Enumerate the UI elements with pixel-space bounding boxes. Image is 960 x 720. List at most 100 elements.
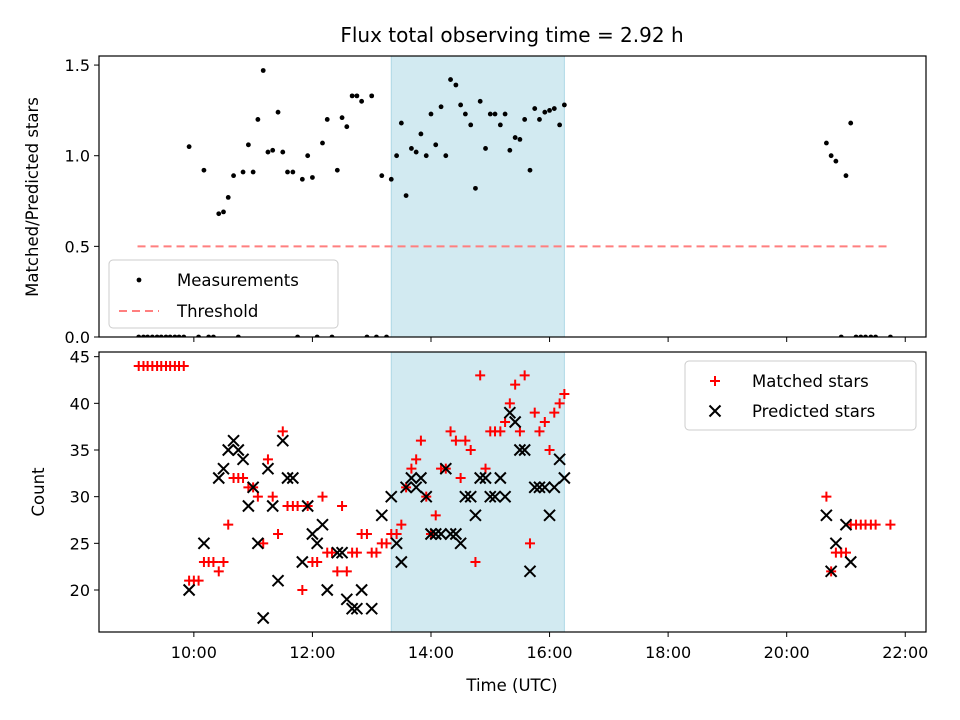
data-point	[265, 149, 271, 155]
data-point	[533, 481, 546, 494]
data-point	[273, 529, 284, 539]
data-point	[324, 117, 330, 122]
data-point	[488, 490, 502, 503]
data-point	[469, 509, 482, 522]
legend-marker-matched	[710, 376, 720, 386]
y-tick-label: 25	[70, 534, 90, 553]
x-tick-label: 14:00	[408, 643, 454, 662]
data-point	[492, 111, 498, 117]
x-tick-label: 10:00	[171, 643, 217, 662]
data-point	[238, 473, 249, 483]
x-tick-label: 20:00	[764, 643, 810, 662]
y-tick-label: 35	[70, 441, 90, 460]
data-point	[413, 149, 419, 155]
data-point	[458, 102, 464, 108]
y-tick-label: 30	[70, 488, 90, 507]
data-point	[418, 131, 424, 137]
data-point	[255, 117, 261, 122]
legend-marker-measurements	[136, 277, 142, 283]
data-point	[217, 462, 230, 475]
data-point	[365, 602, 378, 615]
data-point	[390, 537, 403, 550]
data-point	[885, 519, 896, 530]
data-point	[261, 462, 275, 475]
data-point	[548, 481, 561, 494]
data-point	[178, 361, 189, 371]
data-point	[524, 538, 535, 549]
data-point	[470, 557, 481, 567]
data-point	[371, 547, 382, 558]
bottom-series-predicted-stars	[182, 406, 857, 625]
data-point	[186, 144, 192, 150]
bottom-y-tick: 45	[70, 348, 99, 367]
data-point	[543, 509, 556, 522]
data-point	[286, 471, 300, 485]
data-point	[225, 195, 231, 200]
data-point	[487, 111, 493, 117]
y-tick-label: 1.5	[65, 56, 90, 75]
data-point	[473, 185, 478, 191]
data-point	[349, 93, 355, 99]
data-point	[344, 124, 350, 130]
data-point	[824, 140, 829, 146]
data-point	[527, 167, 533, 173]
data-point	[513, 443, 527, 457]
data-point	[460, 435, 471, 446]
data-point	[275, 109, 281, 115]
data-point	[375, 509, 388, 522]
data-point	[503, 406, 517, 419]
legend-label: Threshold	[176, 302, 258, 321]
data-point	[361, 529, 372, 539]
data-point	[212, 471, 225, 485]
data-point	[549, 407, 560, 418]
data-point	[429, 527, 442, 541]
data-point	[221, 209, 226, 215]
data-point	[843, 173, 849, 179]
data-point	[534, 426, 545, 437]
data-point	[299, 176, 305, 182]
data-point	[480, 463, 491, 474]
data-point	[395, 555, 408, 569]
data-point	[483, 146, 488, 151]
bottom-x-tick: 14:00	[408, 632, 454, 662]
bottom-y-tick: 40	[70, 394, 99, 413]
data-point	[394, 153, 400, 159]
data-point	[512, 135, 518, 140]
data-point	[848, 120, 854, 126]
legend-label: Measurements	[177, 271, 299, 290]
data-point	[245, 142, 251, 148]
data-point	[510, 379, 521, 390]
data-point	[409, 481, 423, 494]
data-point	[833, 158, 839, 164]
top-y-axis-label: Matched/Predicted stars	[23, 97, 42, 297]
data-point	[321, 583, 334, 597]
data-point	[479, 471, 492, 485]
bottom-x-tick: 22:00	[882, 632, 928, 662]
y-tick-label: 0.5	[65, 237, 90, 256]
data-point	[462, 111, 468, 117]
data-point	[477, 98, 483, 104]
data-point	[332, 566, 343, 577]
data-point	[507, 147, 513, 153]
data-point	[411, 454, 422, 465]
data-point	[459, 490, 472, 503]
data-point	[317, 491, 328, 502]
data-point	[270, 147, 276, 153]
data-point	[391, 529, 402, 539]
data-point	[231, 173, 236, 179]
data-point	[227, 434, 240, 447]
data-point	[561, 102, 567, 108]
data-point	[396, 519, 407, 530]
data-point	[558, 471, 571, 485]
data-point	[260, 68, 266, 73]
data-point	[312, 557, 323, 567]
data-point	[498, 490, 512, 503]
data-point	[484, 490, 497, 503]
data-point	[182, 583, 196, 597]
data-point	[251, 537, 265, 550]
y-tick-label: 45	[70, 348, 90, 367]
data-point	[529, 407, 540, 418]
data-point	[193, 575, 204, 586]
data-point	[523, 565, 537, 578]
data-point	[399, 481, 413, 494]
